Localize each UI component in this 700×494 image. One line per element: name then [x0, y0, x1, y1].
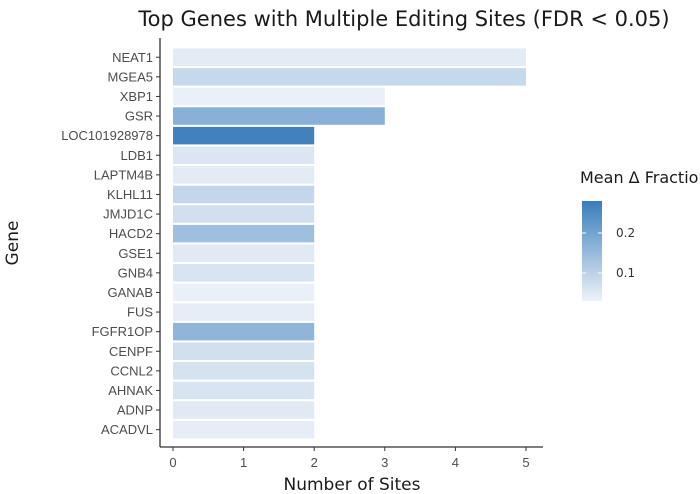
y-tick-label: GANAB	[107, 285, 153, 300]
bar	[173, 48, 526, 66]
y-axis-title: Gene	[3, 221, 23, 266]
plot-area: NEAT1 MGEA5 XBP1 GSR LOC101928978 LDB1 LAPTM4B…	[61, 38, 543, 470]
bar	[173, 342, 315, 360]
x-tick-label: 1	[240, 455, 247, 470]
y-tick-label: XBP1	[120, 89, 153, 104]
y-tick-label: LDB1	[120, 148, 153, 163]
legend-colorbar	[582, 201, 602, 301]
legend-title: Mean Δ Fraction	[580, 168, 700, 187]
bar	[173, 401, 315, 419]
y-tick-label: ADNP	[117, 403, 153, 418]
bar	[173, 146, 315, 164]
y-tick-label: GSR	[125, 109, 153, 124]
legend-tick-label: 0.2	[616, 226, 635, 240]
bar	[173, 362, 315, 380]
bar	[173, 87, 385, 106]
y-tick-label: GNB4	[118, 265, 153, 280]
y-tick-label: CENPF	[109, 344, 153, 359]
legend-tick-label: 0.1	[616, 266, 635, 280]
y-tick-label: ACADVL	[101, 422, 153, 437]
bar	[173, 185, 315, 204]
x-tick-label: 4	[452, 455, 459, 470]
y-tick-label: CCNL2	[110, 363, 153, 378]
bar	[173, 224, 315, 243]
bar	[173, 264, 315, 282]
chart-title: Top Genes with Multiple Editing Sites (F…	[137, 7, 669, 31]
x-tick-label: 2	[311, 455, 318, 470]
y-tick-label: AHNAK	[108, 383, 153, 398]
bar	[173, 303, 315, 321]
y-tick-label: FUS	[127, 305, 153, 320]
x-axis-title: Number of Sites	[284, 475, 421, 494]
bar	[173, 126, 315, 145]
y-tick-label: HACD2	[109, 226, 153, 241]
y-tick-label: LAPTM4B	[94, 167, 153, 182]
bar	[173, 381, 315, 400]
y-tick-label: LOC101928978	[61, 128, 153, 143]
bar	[173, 107, 385, 125]
y-tick-label: GSE1	[118, 246, 153, 261]
y-tick-label: JMJD1C	[103, 207, 153, 222]
y-tick-label: KLHL11	[107, 187, 153, 202]
bar	[173, 420, 315, 439]
y-tick-label: NEAT1	[112, 50, 153, 65]
x-tick-label: 3	[381, 455, 388, 470]
legend: Mean Δ Fraction 0.1 0.2	[580, 168, 700, 301]
y-tick-label: MGEA5	[107, 69, 153, 84]
bar	[173, 166, 315, 184]
x-tick-label: 5	[522, 455, 529, 470]
bar	[173, 68, 526, 86]
bar	[173, 283, 315, 302]
bar	[173, 205, 315, 223]
bar	[173, 244, 315, 262]
bar	[173, 322, 315, 341]
y-tick-label: FGFR1OP	[92, 324, 153, 339]
x-tick-label: 0	[169, 455, 176, 470]
